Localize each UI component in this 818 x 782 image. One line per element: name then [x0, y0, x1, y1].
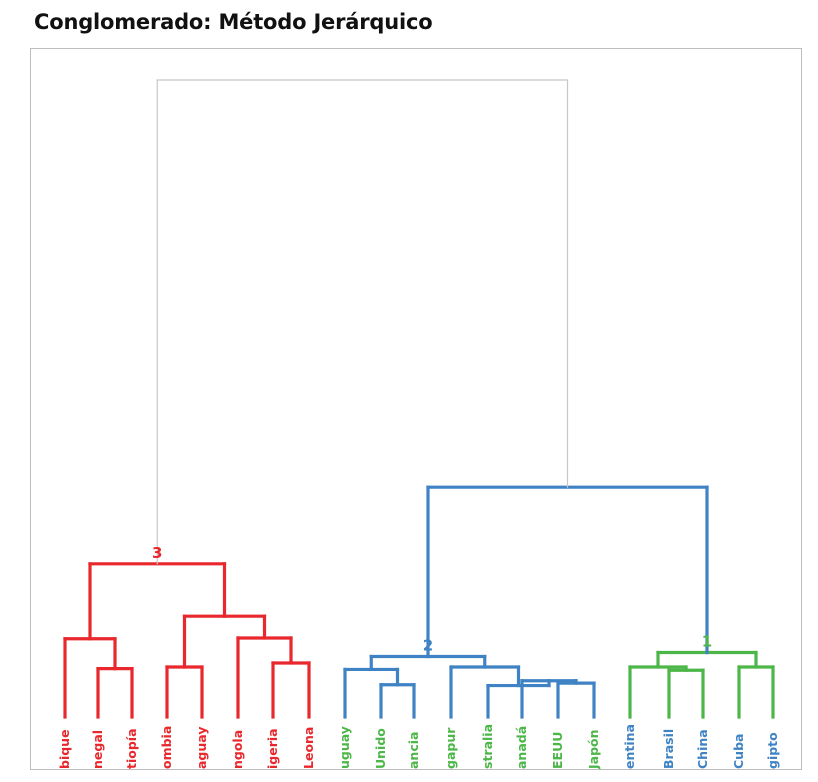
dendrogram-svg: bique negal tiopía ombia aguay ngola igeria Leo… [57, 79, 780, 770]
cluster-number-label: 2 [423, 637, 433, 655]
cluster-number-label: 3 [152, 544, 162, 562]
leaf-label: stralia [480, 724, 495, 769]
leaf-label: igeria [265, 728, 280, 769]
leaf-label: China [695, 729, 710, 769]
leaf-label: ngola [230, 730, 245, 769]
leaf-label: anadá [514, 726, 529, 769]
leaf-label: Cuba [731, 734, 746, 769]
leaf-label: negal [90, 730, 105, 769]
dendrogram-plot-area: bique negal tiopía ombia aguay ngola igeria Leo… [30, 48, 802, 770]
leaf-label: gipto [765, 732, 780, 769]
leaf-label: Japón [586, 729, 601, 770]
leaf-label: uguay [337, 726, 352, 769]
leaf-label: bique [57, 729, 72, 769]
leaf-label: Unido [373, 728, 388, 769]
leaf-label: ombia [159, 726, 174, 769]
leaf-label: EEUU [550, 732, 565, 769]
chart-title: Conglomerado: Método Jerárquico [34, 10, 433, 34]
leaf-label: entina [622, 724, 637, 769]
cluster-number-label: 1 [702, 632, 712, 650]
leaf-label: Brasil [661, 729, 676, 769]
leaf-label: aguay [194, 727, 209, 769]
leaf-label: gapur [443, 727, 458, 769]
leaf-label: ancia [406, 732, 421, 769]
leaf-label: tiopía [124, 728, 139, 769]
leaf-label: Leona [301, 727, 316, 769]
